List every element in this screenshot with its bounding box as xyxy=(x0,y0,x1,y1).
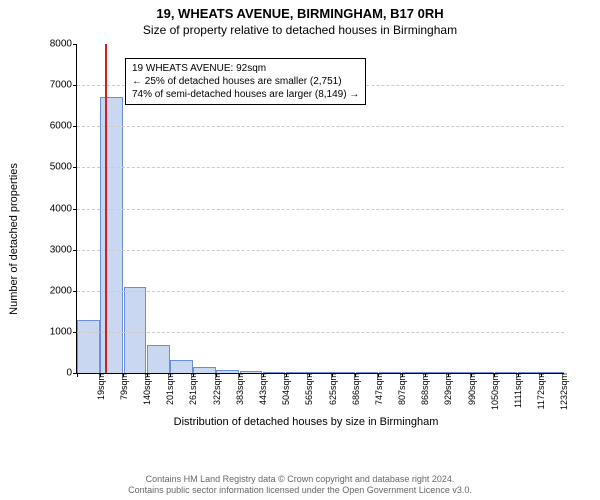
x-tick-mark xyxy=(100,373,101,377)
page-title: 19, WHEATS AVENUE, BIRMINGHAM, B17 0RH xyxy=(0,0,600,21)
footnote-line-2: Contains public sector information licen… xyxy=(0,485,600,496)
x-tick-label: 929sqm xyxy=(439,373,453,405)
plot-region: 01000200030004000500060007000800019sqm79… xyxy=(76,44,564,374)
gridline xyxy=(77,167,564,168)
x-tick-label: 504sqm xyxy=(277,373,291,405)
y-tick-mark xyxy=(73,332,77,333)
x-tick-mark xyxy=(286,373,287,377)
x-tick-label: 686sqm xyxy=(347,373,361,405)
x-tick-mark xyxy=(77,373,78,377)
gridline xyxy=(77,126,564,127)
gridline xyxy=(77,291,564,292)
x-tick-label: 443sqm xyxy=(254,373,268,405)
annotation-line-2: ← 25% of detached houses are smaller (2,… xyxy=(132,75,359,88)
x-tick-mark xyxy=(239,373,240,377)
x-tick-mark xyxy=(332,373,333,377)
x-axis-label: Distribution of detached houses by size … xyxy=(36,416,576,428)
x-tick-mark xyxy=(147,373,148,377)
y-tick-mark xyxy=(73,250,77,251)
gridline xyxy=(77,332,564,333)
x-tick-mark xyxy=(123,373,124,377)
x-tick-label: 1050sqm xyxy=(486,373,500,410)
x-tick-mark xyxy=(448,373,449,377)
x-tick-label: 383sqm xyxy=(231,373,245,405)
footnote-line-1: Contains HM Land Registry data © Crown c… xyxy=(0,474,600,485)
x-tick-mark xyxy=(170,373,171,377)
y-tick-mark xyxy=(73,167,77,168)
x-tick-label: 322sqm xyxy=(208,373,222,405)
x-tick-label: 625sqm xyxy=(324,373,338,405)
y-tick-mark xyxy=(73,44,77,45)
x-tick-label: 1232sqm xyxy=(555,373,569,410)
x-tick-label: 140sqm xyxy=(138,373,152,405)
histogram-bar xyxy=(147,345,170,373)
chart-subtitle: Size of property relative to detached ho… xyxy=(0,21,600,41)
y-axis-label: Number of detached properties xyxy=(8,163,20,315)
x-tick-label: 747sqm xyxy=(370,373,384,405)
y-tick-mark xyxy=(73,209,77,210)
x-tick-label: 1172sqm xyxy=(532,373,546,409)
x-tick-mark xyxy=(402,373,403,377)
x-tick-label: 1111sqm xyxy=(509,373,523,408)
y-tick-mark xyxy=(73,85,77,86)
y-tick-mark xyxy=(73,126,77,127)
x-tick-mark xyxy=(518,373,519,377)
x-tick-mark xyxy=(541,373,542,377)
histogram-bar xyxy=(77,320,100,373)
x-tick-mark xyxy=(193,373,194,377)
x-tick-label: 807sqm xyxy=(393,373,407,405)
histogram-bar xyxy=(124,287,147,373)
chart-container: 19, WHEATS AVENUE, BIRMINGHAM, B17 0RH S… xyxy=(0,0,600,500)
x-tick-label: 261sqm xyxy=(184,373,198,405)
x-tick-mark xyxy=(216,373,217,377)
property-marker-line xyxy=(105,44,107,373)
x-tick-label: 565sqm xyxy=(300,373,314,405)
footnote: Contains HM Land Registry data © Crown c… xyxy=(0,474,600,496)
y-tick-mark xyxy=(73,291,77,292)
x-tick-label: 201sqm xyxy=(161,373,175,405)
x-tick-label: 990sqm xyxy=(463,373,477,405)
chart-area: Number of detached properties 0100020003… xyxy=(36,44,576,434)
x-tick-label: 19sqm xyxy=(92,373,106,400)
annotation-box: 19 WHEATS AVENUE: 92sqm ← 25% of detache… xyxy=(125,58,366,105)
x-tick-label: 868sqm xyxy=(416,373,430,405)
gridline xyxy=(77,250,564,251)
x-tick-mark xyxy=(471,373,472,377)
histogram-bar xyxy=(170,360,193,373)
x-tick-mark xyxy=(355,373,356,377)
x-tick-label: 79sqm xyxy=(115,373,129,400)
x-tick-mark xyxy=(425,373,426,377)
x-tick-mark xyxy=(263,373,264,377)
x-tick-mark xyxy=(309,373,310,377)
annotation-line-1: 19 WHEATS AVENUE: 92sqm xyxy=(132,62,359,75)
annotation-line-3: 74% of semi-detached houses are larger (… xyxy=(132,88,359,101)
gridline xyxy=(77,209,564,210)
x-tick-mark xyxy=(378,373,379,377)
x-tick-mark xyxy=(494,373,495,377)
